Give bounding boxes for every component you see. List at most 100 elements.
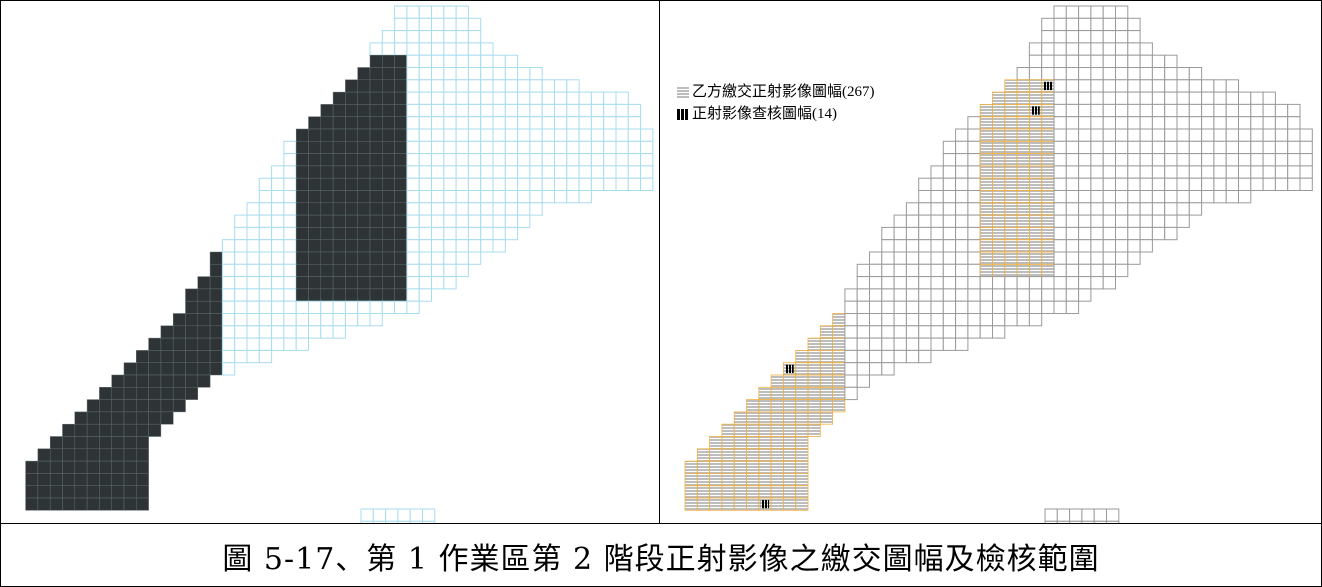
- outline-tile: [517, 165, 531, 179]
- delivered-tile: [1028, 140, 1043, 155]
- imagery-tile: [86, 411, 100, 425]
- imagery-tile: [320, 165, 334, 179]
- imagery-tile: [394, 276, 408, 290]
- outline-tile: [1090, 103, 1104, 118]
- imagery-tile: [136, 448, 149, 462]
- outline-tile: [283, 300, 297, 315]
- delivered-tile: [1016, 153, 1030, 167]
- delivered-tile: [746, 411, 760, 425]
- outline-tile: [1201, 116, 1215, 130]
- outline-tile: [234, 325, 248, 339]
- outline-tile: [918, 349, 932, 364]
- delivered-tile: [979, 128, 993, 142]
- outline-tile: [517, 153, 531, 167]
- outline-tile: [627, 116, 642, 130]
- outline-tile: [295, 325, 310, 339]
- delivered-tile: [721, 436, 735, 450]
- outline-tile: [942, 153, 957, 167]
- imagery-tile: [308, 288, 322, 302]
- delivered-tile: [1041, 202, 1055, 216]
- outline-tile: [918, 288, 932, 302]
- delivered-tile: [992, 239, 1006, 253]
- delivered-swatch-icon: [677, 86, 689, 98]
- imagery-tile: [394, 264, 408, 277]
- outline-tile: [869, 349, 883, 364]
- outline-tile: [1102, 165, 1117, 179]
- outline-tile: [1016, 67, 1030, 81]
- outline-tile: [578, 91, 592, 105]
- imagery-tile: [345, 214, 358, 228]
- imagery-tile: [345, 288, 358, 302]
- outline-tile: [554, 128, 568, 142]
- outline-tile: [455, 79, 469, 93]
- imagery-tile: [148, 337, 162, 351]
- outline-tile: [1115, 140, 1129, 155]
- outline-tile: [492, 91, 506, 105]
- outline-tile: [517, 140, 531, 155]
- imagery-tile: [86, 423, 100, 437]
- checked-tile: [760, 500, 770, 509]
- outline-tile: [566, 91, 580, 105]
- imagery-tile: [160, 387, 174, 400]
- delivered-tile: [1016, 202, 1030, 216]
- imagery-tile: [209, 251, 223, 265]
- outline-tile: [1078, 190, 1092, 204]
- outline-tile: [1262, 153, 1276, 167]
- outline-tile: [283, 313, 297, 327]
- imagery-tile: [382, 67, 395, 81]
- outline-tile: [455, 226, 469, 241]
- imagery-tile: [160, 350, 174, 363]
- imagery-tile: [160, 374, 174, 388]
- outline-tile: [1164, 202, 1178, 216]
- outline-tile: [856, 288, 870, 302]
- delivered-tile: [1016, 263, 1030, 277]
- outline-tile: [1115, 214, 1129, 228]
- delivered-tile: [795, 386, 809, 400]
- delivered-tile: [1004, 263, 1018, 277]
- delivered-tile: [1016, 214, 1030, 228]
- outline-tile: [869, 276, 883, 290]
- outline-tile: [1238, 128, 1252, 142]
- delivered-tile: [979, 104, 993, 118]
- imagery-tile: [295, 214, 309, 228]
- imagery-tile: [25, 497, 39, 511]
- outline-tile: [1213, 190, 1227, 204]
- delivered-tile: [746, 423, 760, 437]
- delivered-tile: [819, 349, 834, 364]
- outline-tile: [955, 165, 969, 179]
- outline-tile: [1213, 140, 1227, 155]
- outline-tile: [418, 54, 433, 69]
- outline-tile: [1151, 67, 1166, 81]
- imagery-tile: [308, 202, 322, 216]
- outline-tile: [918, 239, 932, 253]
- outline-tile: [258, 251, 273, 265]
- outline-tile: [283, 263, 297, 278]
- outline-tile: [1299, 128, 1313, 142]
- imagery-tile: [37, 460, 51, 474]
- outline-tile: [455, 54, 469, 69]
- outline-tile: [221, 349, 236, 364]
- outline-tile: [283, 202, 297, 216]
- imagery-tile: [99, 473, 112, 486]
- outline-tile: [480, 165, 494, 179]
- outline-tile: [221, 263, 236, 278]
- outline-tile: [455, 202, 469, 216]
- outline-tile: [881, 239, 895, 253]
- outline-tile: [320, 325, 334, 339]
- outline-tile: [844, 325, 858, 339]
- outline-tile: [529, 79, 543, 93]
- outline-tile: [480, 202, 494, 216]
- imagery-tile: [394, 54, 408, 68]
- outline-tile: [418, 251, 433, 265]
- outline-tile: [1081, 508, 1095, 522]
- outline-tile: [480, 54, 494, 69]
- imagery-tile: [369, 239, 383, 253]
- delivered-tile: [783, 386, 797, 400]
- delivered-tile: [733, 472, 747, 487]
- outline-tile: [1225, 79, 1240, 93]
- outline-tile: [1250, 128, 1264, 142]
- outline-tile: [1065, 91, 1080, 105]
- delivered-tile: [1016, 116, 1030, 130]
- outline-tile: [1028, 288, 1043, 302]
- outline-tile: [566, 190, 580, 204]
